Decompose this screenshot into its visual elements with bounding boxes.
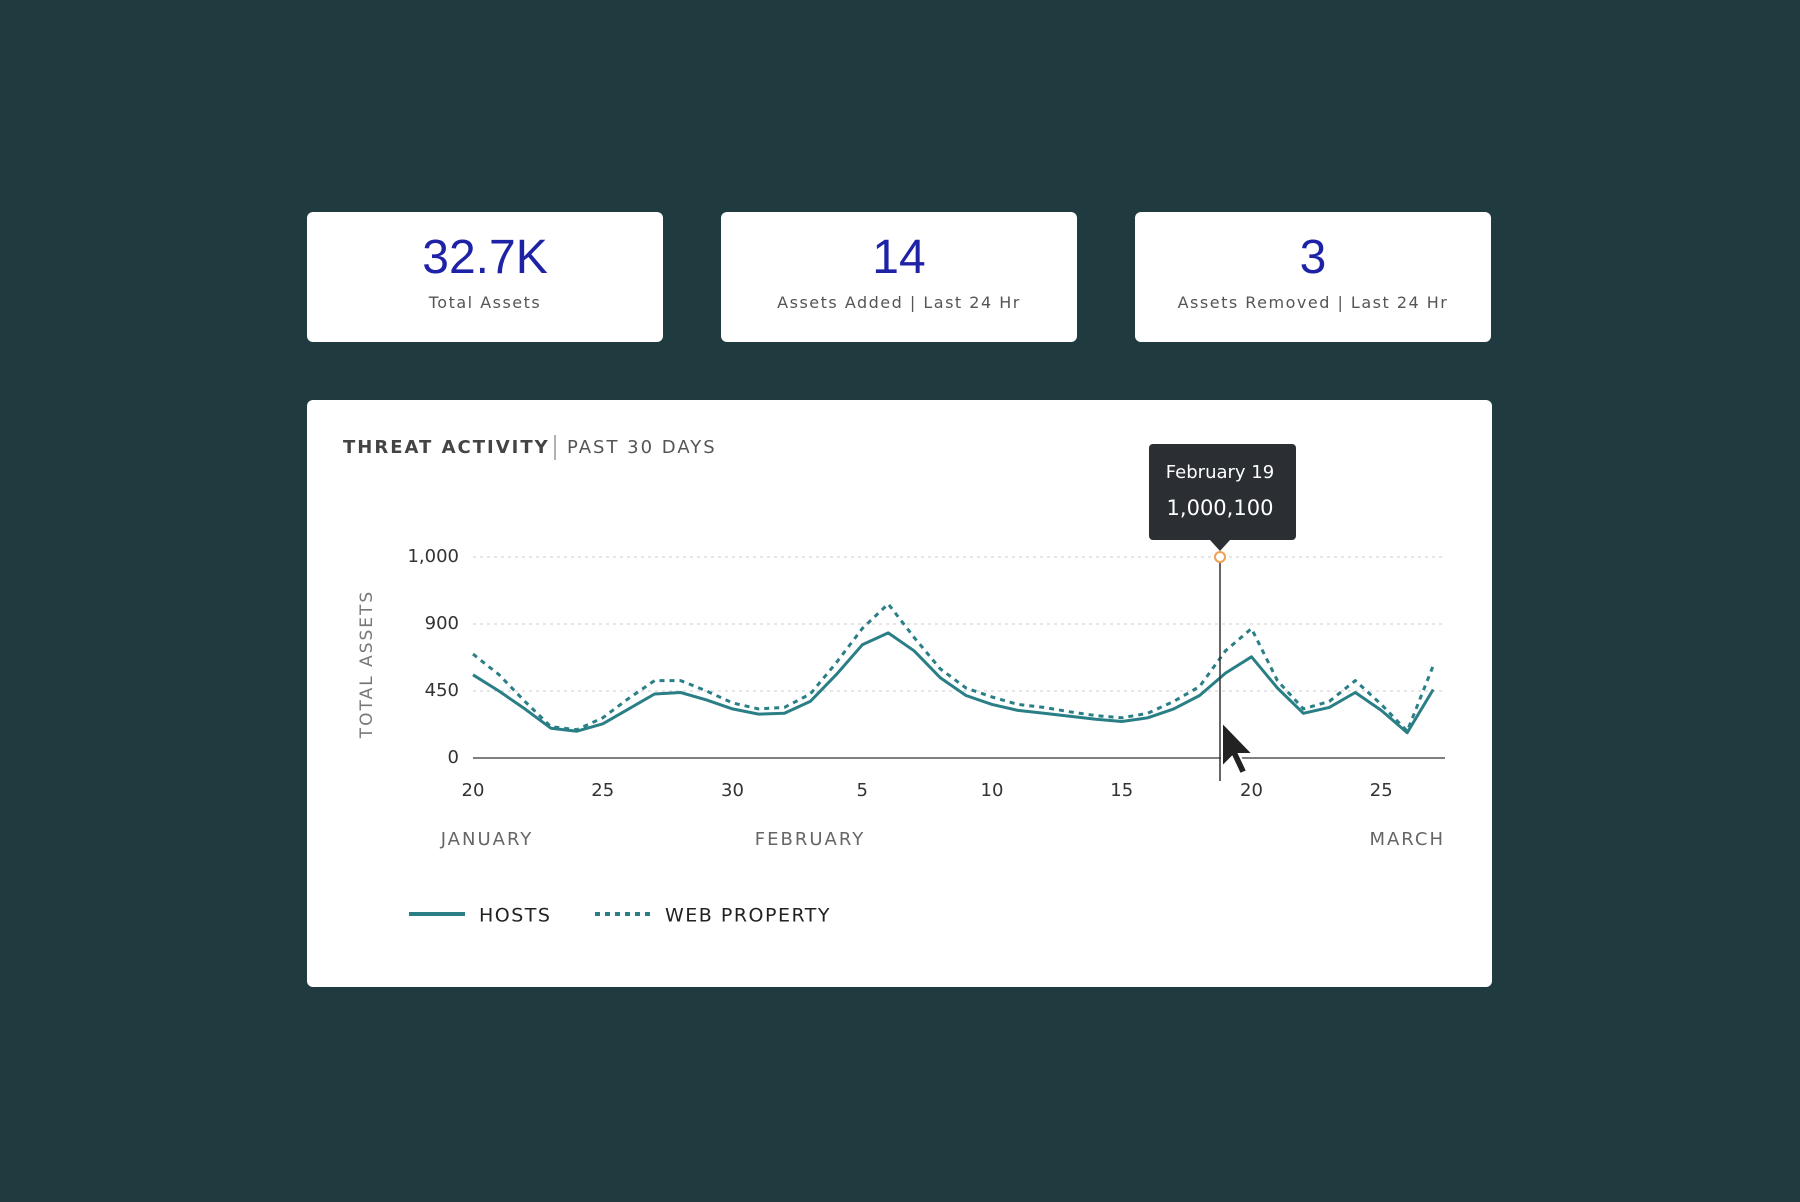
stat-card: 32.7K Total Assets <box>307 212 663 342</box>
series-line <box>472 602 1435 733</box>
legend-label: WEB PROPERTY <box>665 905 831 927</box>
stat-card: 3 Assets Removed | Last 24 Hr <box>1135 212 1491 342</box>
chart-subtitle: PAST 30 DAYS <box>567 437 717 458</box>
month-label: MARCH <box>1369 829 1445 850</box>
stat-value: 3 <box>1299 231 1327 284</box>
x-tick-label: 25 <box>1370 780 1393 801</box>
stat-value: 14 <box>872 231 926 284</box>
x-tick-label: 25 <box>591 780 614 801</box>
stat-label: Assets Added | Last 24 Hr <box>777 293 1021 312</box>
month-label: JANUARY <box>440 829 534 850</box>
tooltip-pointer <box>1210 540 1230 551</box>
y-tick-label: 450 <box>425 680 459 701</box>
month-label: FEBRUARY <box>755 829 865 850</box>
x-tick-label: 5 <box>857 780 868 801</box>
x-tick-label: 20 <box>1240 780 1263 801</box>
hover-dot <box>1214 551 1226 563</box>
legend-label: HOSTS <box>479 905 551 927</box>
stat-card: 14 Assets Added | Last 24 Hr <box>721 212 1077 342</box>
chart-title: THREAT ACTIVITY <box>343 437 550 458</box>
tooltip-box <box>1149 444 1296 540</box>
stat-label: Total Assets <box>428 293 542 312</box>
x-tick-label: 10 <box>981 780 1004 801</box>
y-tick-label: 0 <box>448 747 459 768</box>
x-tick-label: 15 <box>1110 780 1133 801</box>
tooltip-value: 1,000,100 <box>1167 496 1274 520</box>
x-tick-label: 30 <box>721 780 744 801</box>
tooltip-date: February 19 <box>1166 462 1274 483</box>
x-tick-label: 20 <box>462 780 485 801</box>
y-tick-label: 1,000 <box>407 546 459 567</box>
y-axis-label: TOTAL ASSETS <box>357 590 377 739</box>
stat-value: 32.7K <box>422 231 548 284</box>
series-line <box>472 631 1435 735</box>
cursor <box>1221 719 1256 776</box>
y-tick-label: 900 <box>425 613 459 634</box>
stat-label: Assets Removed | Last 24 Hr <box>1177 293 1449 312</box>
